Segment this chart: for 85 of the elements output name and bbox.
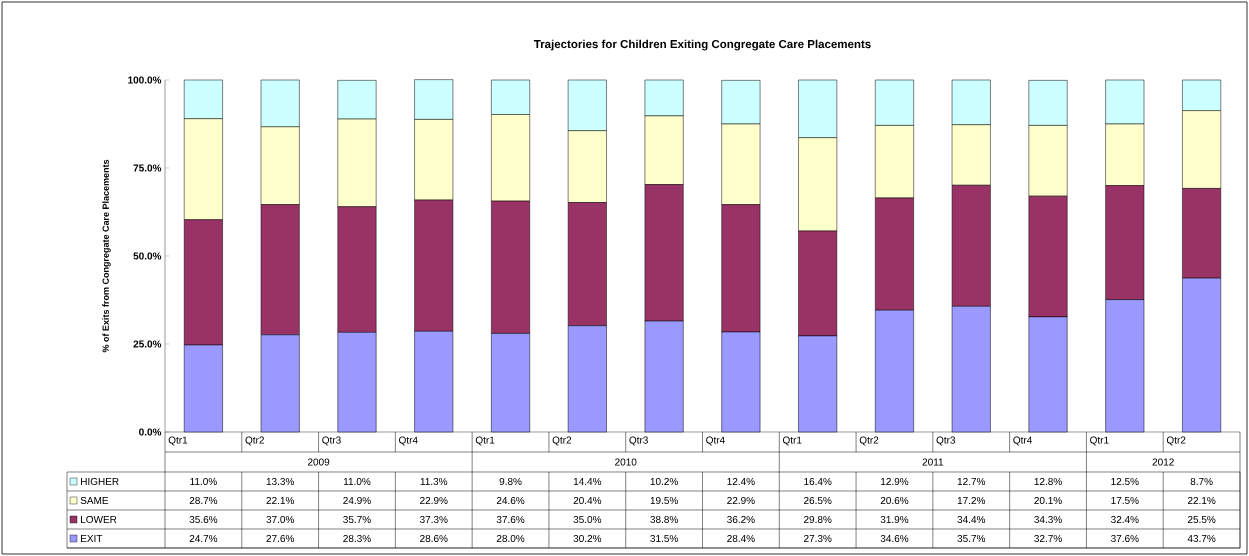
data-label: 13.3%	[266, 477, 295, 486]
data-label: 22.1%	[266, 496, 295, 505]
y-axis-title: % of Exits from Congregate Care Placements	[102, 159, 111, 353]
x-tick-label: Qtr3	[936, 436, 956, 446]
x-tick-label: Qtr2	[1166, 436, 1186, 446]
x-tick-label: Qtr1	[475, 436, 495, 446]
data-label: 24.9%	[343, 496, 371, 505]
data-label: 35.7%	[343, 515, 371, 524]
data-label: 35.6%	[189, 515, 218, 524]
data-label: 37.3%	[419, 515, 448, 524]
data-label: 17.2%	[957, 496, 986, 505]
data-label: 32.7%	[1034, 534, 1062, 543]
data-label: 28.7%	[189, 496, 218, 505]
data-label: 43.7%	[1187, 534, 1216, 543]
data-label: 28.0%	[496, 534, 525, 543]
y-tick-label: 0.0%	[139, 428, 162, 436]
data-label: 31.9%	[880, 515, 909, 524]
data-label: 36.2%	[727, 515, 755, 524]
x-tick-label: Qtr2	[859, 436, 879, 446]
y-tick-label: 100.0%	[128, 76, 162, 84]
legend-label: LOWER	[81, 515, 117, 524]
data-label: 37.6%	[496, 515, 525, 524]
data-label: 28.4%	[727, 534, 755, 543]
data-label: 11.0%	[343, 477, 371, 486]
data-label: 26.5%	[804, 496, 832, 505]
x-tick-label: Qtr3	[629, 436, 648, 446]
data-label: 11.3%	[420, 477, 448, 486]
legend-label: HIGHER	[81, 477, 119, 486]
x-tick-label: Qtr1	[1090, 436, 1109, 446]
data-label: 29.8%	[804, 515, 832, 524]
legend-label: SAME	[80, 496, 109, 505]
data-label: 11.0%	[190, 477, 217, 486]
data-label: 8.7%	[1190, 477, 1213, 486]
data-label: 34.6%	[880, 534, 909, 543]
x-tick-label: Qtr4	[399, 436, 418, 446]
data-label: 37.0%	[266, 515, 295, 524]
data-label: 38.8%	[650, 515, 678, 524]
data-label: 22.9%	[420, 496, 448, 505]
x-tick-label: Qtr2	[552, 436, 572, 446]
x-tick-label: Qtr1	[782, 436, 802, 446]
legend-label: EXIT	[81, 535, 103, 542]
data-label: 22.9%	[727, 496, 755, 505]
text: 2009	[307, 458, 330, 466]
data-label: 35.7%	[957, 534, 986, 543]
data-label: 12.8%	[1034, 477, 1062, 486]
data-label: 28.3%	[343, 534, 371, 543]
data-label: 12.5%	[1111, 477, 1139, 486]
data-label: 32.4%	[1111, 515, 1139, 524]
data-label: 24.7%	[189, 534, 218, 543]
data-label: 17.5%	[1111, 496, 1139, 504]
data-label: 12.7%	[957, 477, 986, 486]
data-label: 35.0%	[573, 515, 602, 524]
data-label: 19.5%	[650, 496, 678, 505]
data-label: 10.2%	[650, 477, 678, 486]
data-label: 12.4%	[727, 477, 755, 486]
x-tick-label: Qtr4	[1013, 436, 1033, 446]
data-label: 34.3%	[1034, 515, 1062, 524]
data-label: 28.6%	[420, 534, 448, 543]
y-tick-label: 25.0%	[133, 340, 162, 348]
data-label: 30.2%	[573, 534, 602, 543]
y-tick-label: 50.0%	[133, 252, 162, 260]
data-label: 25.5%	[1187, 515, 1216, 524]
data-label: 14.4%	[573, 477, 602, 485]
data-label: 27.3%	[804, 534, 832, 543]
data-label: 20.1%	[1034, 496, 1062, 505]
data-label: 31.5%	[650, 534, 678, 543]
data-label: 16.4%	[804, 477, 832, 486]
data-label: 27.6%	[266, 534, 295, 543]
data-label: 9.8%	[499, 477, 522, 486]
text: 2012	[1152, 458, 1174, 466]
x-tick-label: Qtr1	[168, 436, 188, 446]
x-tick-label: Qtr4	[706, 436, 725, 446]
chart-title: Trajectories for Children Exiting Congregate Care Placements	[533, 39, 871, 51]
data-label: 37.6%	[1111, 534, 1139, 543]
x-tick-label: Qtr2	[245, 436, 264, 446]
text: 2010	[615, 458, 637, 466]
text: 2011	[922, 458, 944, 466]
data-label: 24.6%	[496, 496, 525, 505]
data-label: 20.4%	[573, 496, 602, 505]
y-tick-label: 75.0%	[133, 164, 162, 172]
data-label: 20.6%	[880, 496, 909, 505]
data-label: 12.9%	[881, 477, 909, 486]
data-label: 34.4%	[957, 515, 986, 524]
data-label: 22.1%	[1187, 496, 1216, 505]
x-tick-label: Qtr3	[322, 436, 341, 446]
